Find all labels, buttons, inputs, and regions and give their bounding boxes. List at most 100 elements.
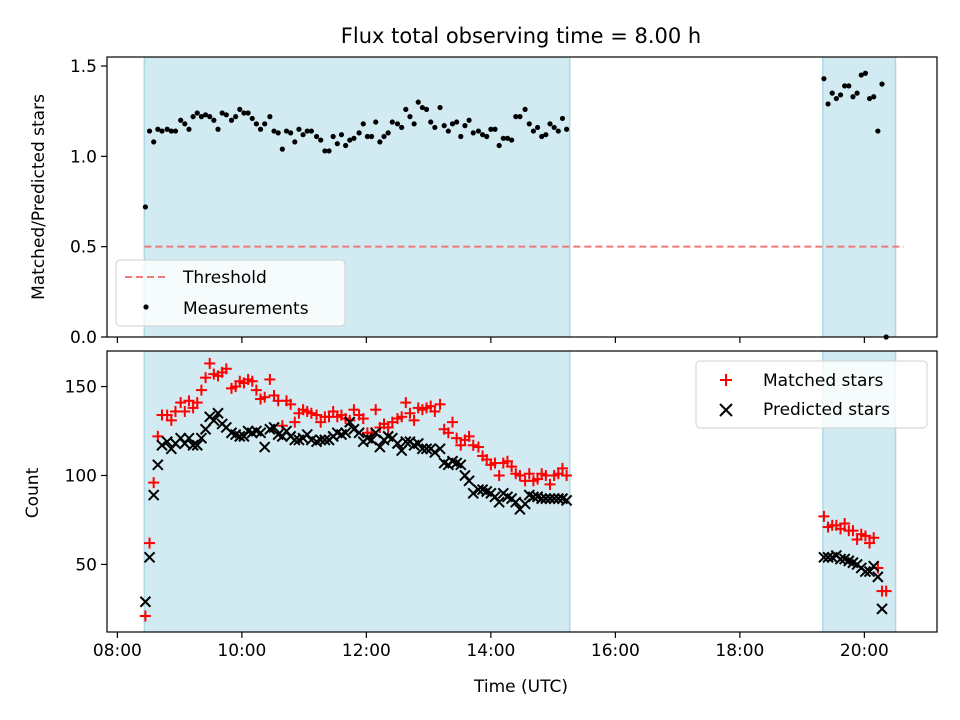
predicted-star-point (391, 437, 404, 450)
measurement-point (253, 121, 259, 127)
measurement-point (330, 133, 336, 140)
y-tick-label: 0.0 (70, 328, 97, 348)
predicted-star-point (268, 421, 280, 434)
chart-title: Flux total observing time = 8.00 h (341, 24, 701, 48)
predicted-star-point (540, 492, 552, 505)
matched-star-point (165, 414, 177, 426)
legend-predicted-swatch (719, 403, 733, 417)
measurement-point (559, 115, 566, 122)
measurement-point (198, 114, 205, 120)
x-tick-label: 18:00 (715, 641, 764, 661)
measurement-point (202, 112, 209, 118)
matched-star-point (839, 518, 851, 530)
measurement-point (394, 121, 401, 127)
matched-star-point (183, 395, 195, 407)
matched-star-point (561, 469, 573, 481)
y-tick-label: 50 (75, 555, 97, 575)
measurement-point (862, 70, 869, 76)
measurement-point (445, 128, 451, 134)
matched-star-point (400, 397, 412, 409)
measurement-point (462, 123, 468, 129)
observing-window-2 (822, 57, 896, 337)
measurement-point (479, 132, 486, 138)
measurement-point (513, 114, 519, 120)
measurement-point (194, 110, 200, 116)
matched-star-point (246, 375, 258, 387)
measurement-point (211, 117, 217, 123)
measurement-point (262, 121, 268, 127)
measurement-point (555, 128, 561, 134)
y-tick-label: 100 (65, 466, 97, 486)
measurement-point (866, 95, 873, 102)
predicted-star-point (353, 427, 365, 439)
matched-star-point (442, 427, 454, 439)
measurement-point (449, 121, 456, 127)
predicted-star-point (156, 439, 168, 451)
measurement-point (338, 132, 345, 138)
legend-threshold-label: Threshold (182, 268, 267, 288)
matched-star-point (357, 413, 369, 425)
measurement-point (547, 121, 553, 127)
measurement-point (522, 106, 528, 112)
measurement-point (377, 139, 383, 145)
matched-star-point (348, 404, 360, 416)
measurement-point (509, 137, 515, 143)
measurement-point (500, 135, 506, 141)
measurement-point (419, 104, 425, 111)
measurement-point (543, 132, 549, 138)
measurement-point (488, 126, 494, 132)
measurement-point (496, 142, 502, 149)
top-x-ticks (116, 337, 865, 343)
matched-star-point (859, 530, 871, 542)
measurement-point (159, 128, 165, 134)
measurement-point (458, 133, 464, 140)
measurement-point (304, 128, 310, 134)
matched-star-point (408, 414, 420, 426)
measurement-point (484, 133, 490, 140)
measurement-point (267, 114, 273, 120)
measurement-point (300, 132, 306, 138)
measurement-point (858, 72, 864, 78)
measurement-point (879, 81, 885, 87)
measurement-point (322, 148, 328, 154)
matched-star-point (148, 477, 160, 489)
bottom-legend: Matched stars Predicted stars (695, 360, 928, 429)
measurement-point (539, 133, 545, 140)
x-tick-label: 08:00 (93, 641, 142, 661)
measurement-point (504, 135, 511, 141)
predicted-star-point (199, 423, 212, 435)
measurement-point (842, 83, 848, 89)
measurement-point (428, 119, 434, 125)
matched-star-point (463, 430, 475, 442)
legend-matched-swatch (720, 374, 732, 386)
measurement-point (368, 133, 375, 140)
bottom-y-axis-label: Count (23, 467, 43, 518)
predicted-star-point (548, 492, 560, 505)
predicted-star-point (876, 603, 888, 615)
top-y-axis-label: Matched/Predicted stars (29, 94, 49, 300)
measurement-point (279, 146, 285, 152)
measurement-point (475, 128, 482, 134)
measurement-point (318, 137, 324, 143)
measurement-point (237, 106, 243, 112)
predicted-star-point (400, 435, 412, 448)
matched-star-point (200, 372, 212, 384)
measurement-point (326, 148, 332, 154)
measurement-point (271, 128, 277, 134)
predicted-star-point (472, 484, 485, 496)
predicted-star-point (258, 441, 271, 453)
predicted-star-point (868, 560, 880, 572)
measurement-point (283, 128, 290, 134)
predicted-star-point (195, 432, 208, 444)
matched-star-point (264, 373, 276, 385)
predicted-star-point (289, 434, 301, 446)
predicted-star-point (416, 443, 429, 455)
legend-matched-label: Matched stars (763, 371, 883, 391)
matched-star-point (493, 469, 505, 481)
predicted-star-point (152, 459, 164, 471)
matched-star-point (396, 411, 408, 423)
top-y-ticks: 0.0 0.5 1.0 1.5 (70, 57, 107, 348)
matched-star-point (169, 405, 181, 417)
measurement-point (172, 128, 179, 134)
